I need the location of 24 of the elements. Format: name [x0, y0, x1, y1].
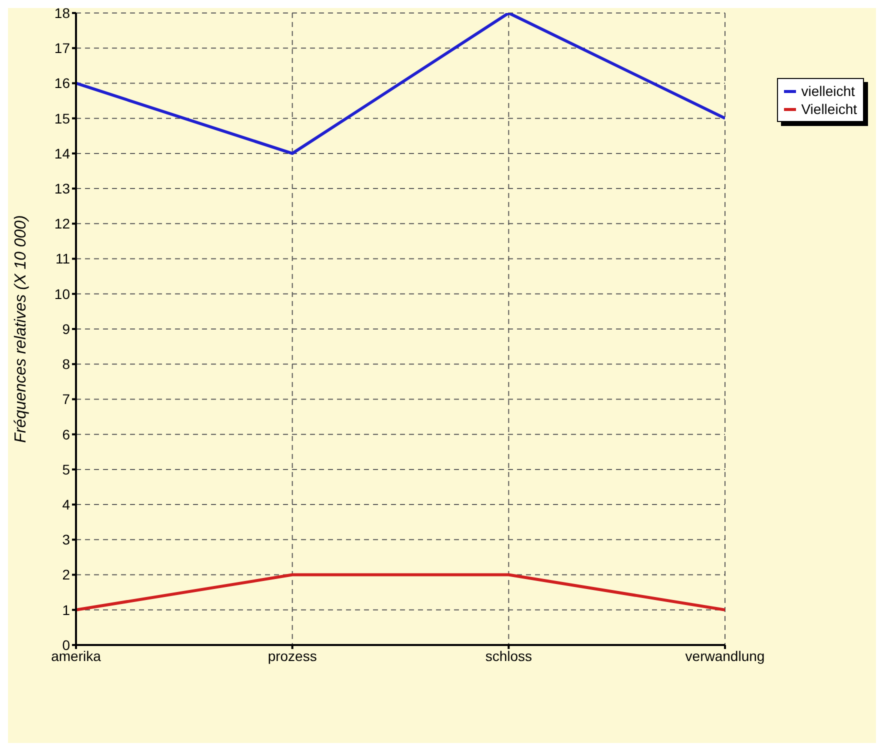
y-tick-label: 14	[54, 145, 70, 162]
y-tick-label: 3	[62, 532, 70, 548]
y-tick-label: 18	[54, 4, 70, 21]
y-tick-label: 11	[55, 250, 70, 267]
x-tick-label: verwandlung	[685, 648, 765, 664]
y-tick-label: 9	[62, 320, 70, 337]
y-tick-label: 12	[54, 216, 70, 232]
y-tick-label: 5	[62, 461, 70, 478]
y-tick-label: 6	[62, 426, 70, 442]
legend-label: vielleicht	[801, 82, 855, 100]
legend-label: Vielleicht	[801, 100, 857, 118]
y-tick-label: 2	[62, 566, 70, 583]
y-tick-label: 10	[54, 286, 70, 302]
y-tick-label: 1	[62, 602, 70, 618]
y-tick-label: 8	[62, 356, 70, 372]
y-tick-label: 4	[62, 496, 70, 513]
y-tick-label: 17	[54, 40, 70, 56]
y-tick-label: 16	[54, 75, 70, 92]
x-tick-label: prozess	[268, 648, 317, 664]
x-tick-label: schloss	[485, 648, 532, 664]
y-tick-label: 7	[62, 391, 70, 408]
y-axis-title: Fréquences relatives (X 10 000)	[12, 215, 30, 443]
y-tick-label: 15	[54, 110, 70, 126]
y-tick-label: 13	[54, 180, 70, 197]
